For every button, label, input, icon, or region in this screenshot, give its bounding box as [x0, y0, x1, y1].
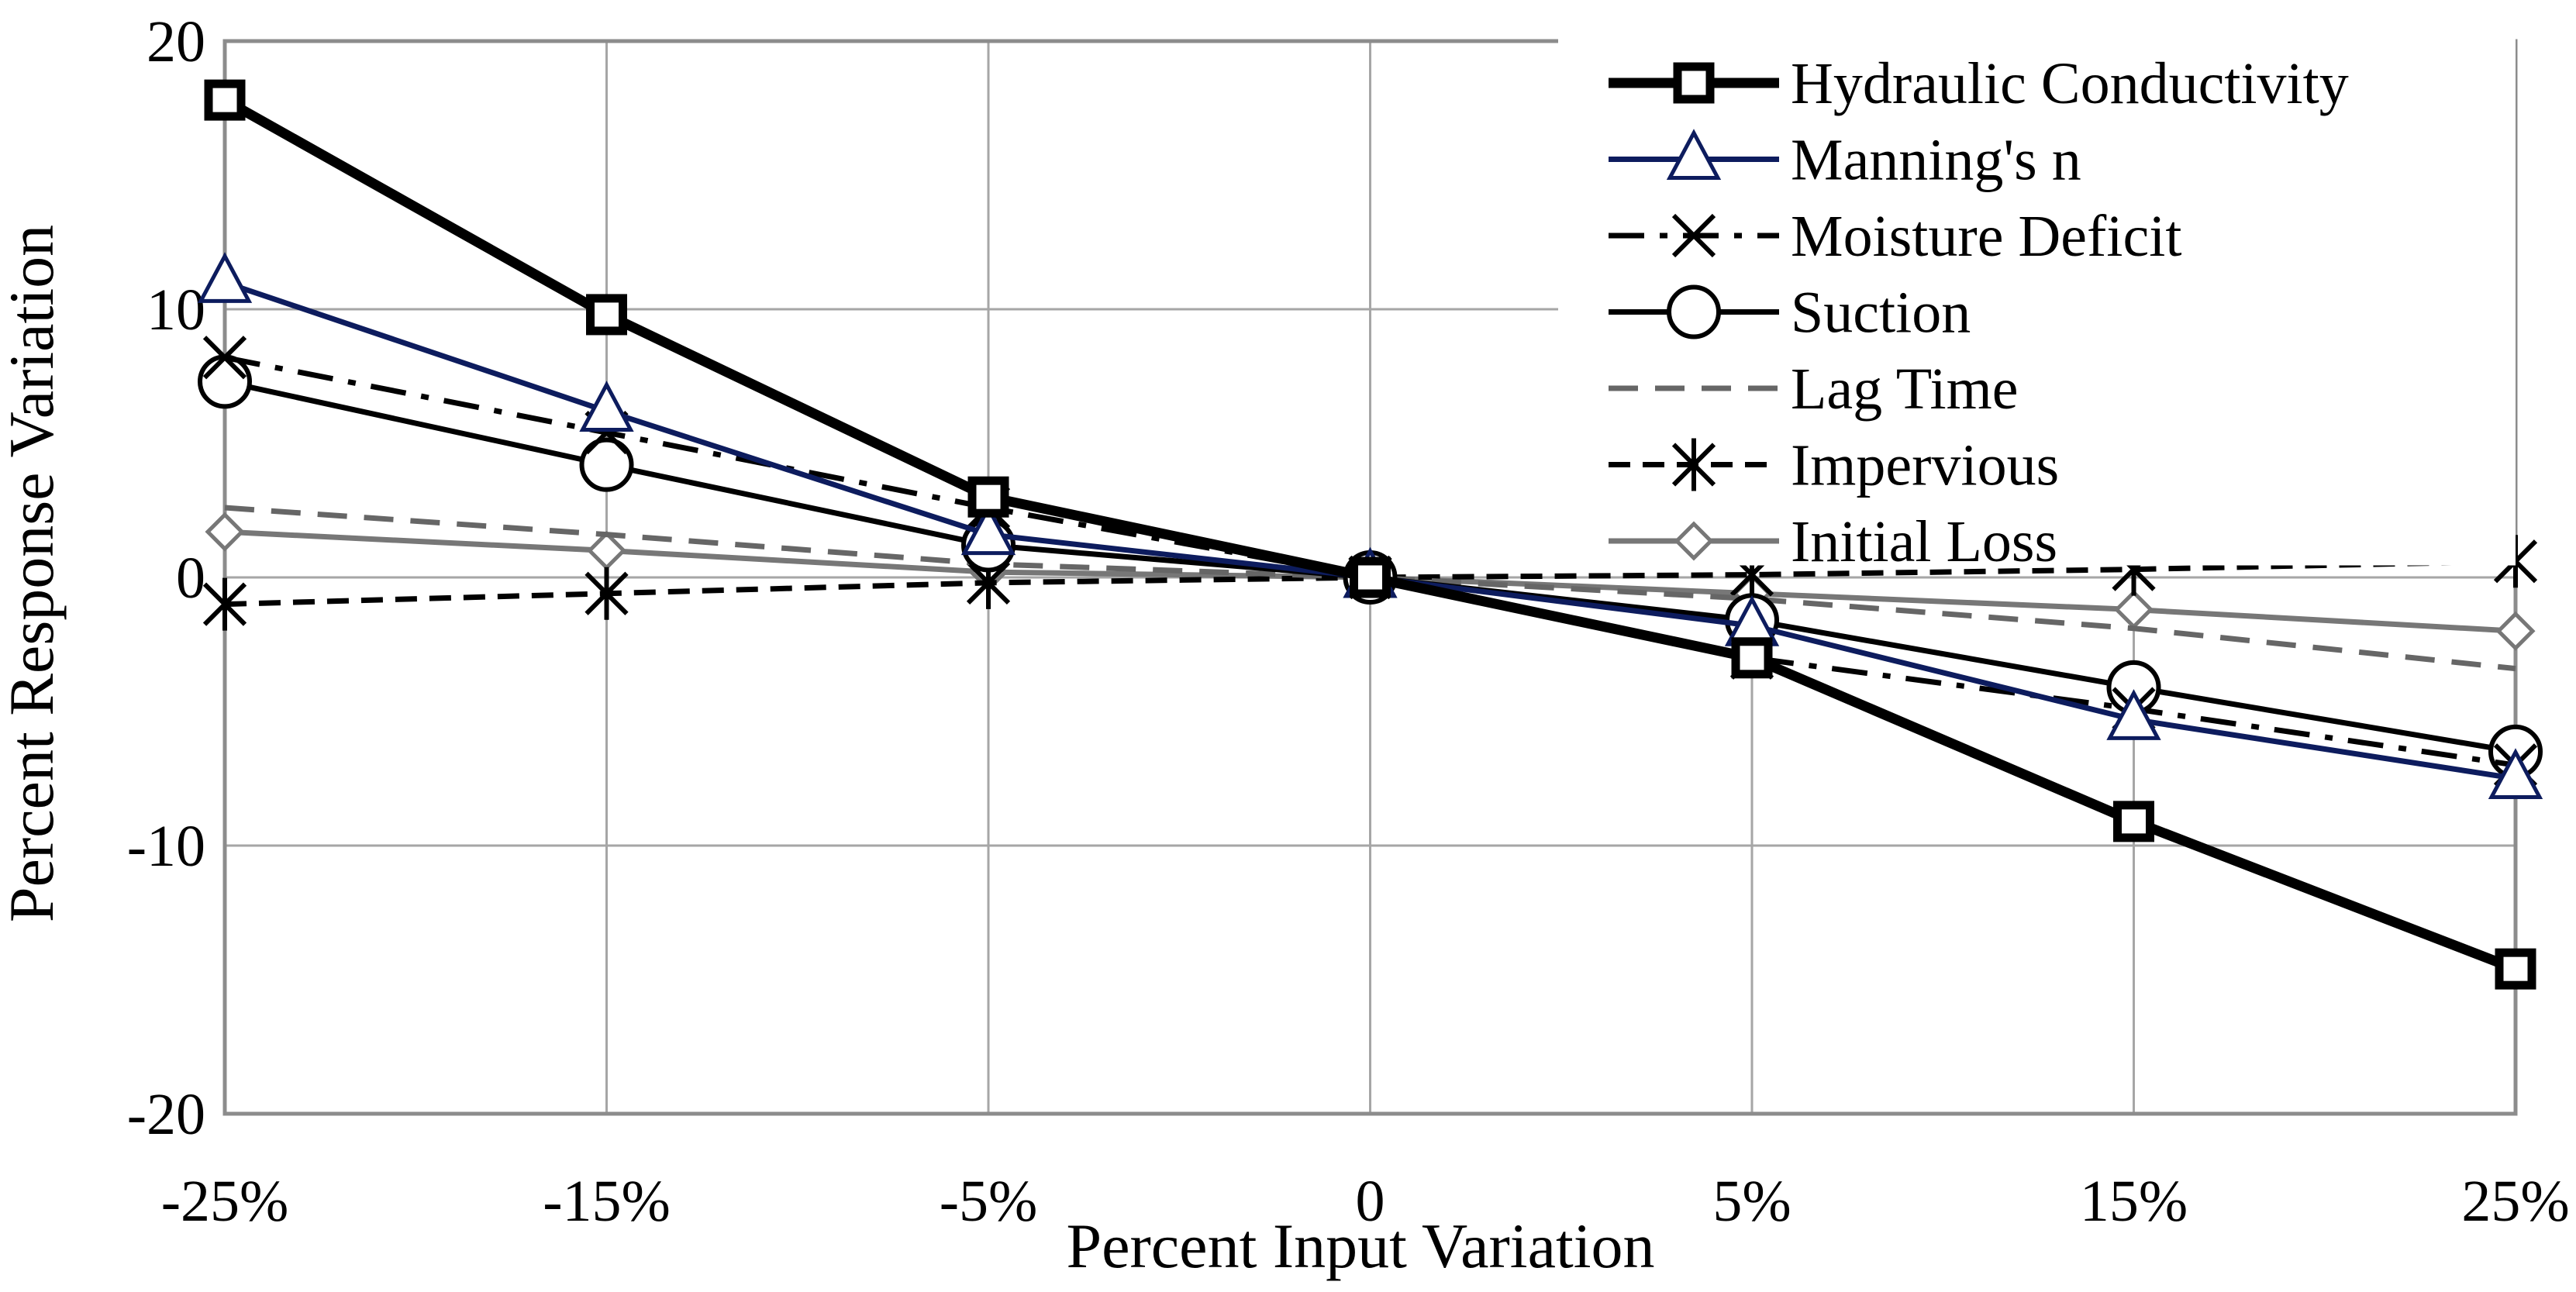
data-point-impervious: [202, 577, 247, 631]
diamond-marker-shape: [1674, 521, 1714, 561]
legend-item-impervious: Impervious: [1609, 433, 2059, 498]
legend-label: Moisture Deficit: [1791, 204, 2181, 269]
triangle-marker-shape: [197, 252, 253, 303]
x-marker-shape: [1671, 213, 1716, 258]
legend-marker: [1666, 129, 1722, 180]
legend-item-hydraulic-conductivity: Hydraulic Conductivity: [1609, 51, 2349, 116]
data-point-hydraulic-conductivity: [1731, 637, 1773, 679]
series-line-lag-time: [224, 505, 2516, 672]
data-point-initial-loss: [205, 512, 245, 552]
series-lag-time: [224, 505, 2516, 672]
y-tick-label: -10: [127, 814, 205, 879]
triangle-marker-shape: [2488, 748, 2543, 799]
data-point-moisture-deficit: [202, 336, 247, 380]
asterisk-marker-shape: [585, 567, 629, 620]
legend-label: Hydraulic Conductivity: [1791, 51, 2349, 116]
square-marker-shape: [1350, 556, 1391, 598]
legend-marker: [1674, 521, 1714, 561]
legend-label: Lag Time: [1791, 357, 2019, 422]
data-point-manning-s-n: [960, 504, 1016, 556]
legend-background: [1558, 27, 2516, 566]
legend-label: Suction: [1791, 281, 1971, 346]
x-tick-label: 0: [1356, 1169, 1385, 1234]
x-tick-label: -5%: [940, 1169, 1038, 1234]
square-marker-shape: [586, 294, 627, 336]
tick-labels: -20 -10 0 10 20 -25% -15% -5% 0 5% 15% 25%: [127, 9, 2570, 1234]
data-point-suction: [579, 437, 634, 492]
legend-marker: [1667, 284, 1721, 339]
square-marker-shape: [2113, 801, 2154, 842]
y-tick-label: 0: [176, 546, 205, 611]
diamond-marker-shape: [586, 530, 627, 570]
square-marker-shape: [967, 476, 1009, 518]
triangle-marker-shape: [1666, 129, 1722, 180]
legend-item-lag-time: Lag Time: [1609, 357, 2019, 422]
triangle-marker-shape: [960, 504, 1016, 556]
x-tick-label: 15%: [2080, 1169, 2188, 1234]
legend-item-suction: Suction: [1609, 281, 1971, 346]
x-tick-label: 25%: [2461, 1169, 2569, 1234]
data-point-manning-s-n: [2106, 689, 2161, 740]
circle-marker-shape: [579, 437, 634, 492]
legend-label: Impervious: [1791, 433, 2059, 498]
data-series: [197, 79, 2543, 990]
y-tick-label: -20: [127, 1082, 205, 1147]
x-tick-label: -15%: [543, 1169, 671, 1234]
data-point-hydraulic-conductivity: [2113, 801, 2154, 842]
legend-marker: [1671, 438, 1716, 491]
data-point-hydraulic-conductivity: [2495, 948, 2536, 990]
legend-item-initial-loss: Initial Loss: [1609, 509, 2057, 574]
data-point-initial-loss: [2113, 589, 2154, 630]
legend-item-moisture-deficit: Moisture Deficit: [1609, 204, 2181, 269]
y-axis-title: Percent Response Variation: [0, 225, 67, 922]
data-point-hydraulic-conductivity: [1350, 556, 1391, 598]
data-point-suction: [198, 354, 252, 409]
legend-item-manning-s-n: Manning's n: [1609, 128, 2081, 193]
data-point-manning-s-n: [579, 381, 634, 432]
data-point-hydraulic-conductivity: [586, 294, 627, 336]
data-point-manning-s-n: [2488, 748, 2543, 799]
square-marker-shape: [1673, 62, 1715, 104]
series-hydraulic-conductivity: [204, 79, 2536, 990]
circle-marker-shape: [1667, 284, 1721, 339]
triangle-marker-shape: [579, 381, 634, 432]
asterisk-marker-shape: [1671, 438, 1716, 491]
asterisk-marker-shape: [202, 577, 247, 631]
y-tick-label: 10: [147, 277, 205, 343]
data-point-initial-loss: [2495, 611, 2536, 651]
legend-label: Initial Loss: [1791, 509, 2057, 574]
circle-marker-shape: [198, 354, 252, 409]
legend: Hydraulic Conductivity Manning's n Moistur…: [1558, 27, 2516, 574]
legend-label: Manning's n: [1791, 128, 2081, 193]
legend-marker: [1671, 213, 1716, 258]
diamond-marker-shape: [205, 512, 245, 552]
triangle-marker-shape: [2106, 689, 2161, 740]
x-tick-label: -25%: [161, 1169, 289, 1234]
square-marker-shape: [204, 79, 246, 121]
data-point-hydraulic-conductivity: [967, 476, 1009, 518]
y-tick-label: 20: [147, 9, 205, 74]
diamond-marker-shape: [2495, 611, 2536, 651]
diamond-marker-shape: [2113, 589, 2154, 630]
x-marker-shape: [202, 336, 247, 380]
data-point-manning-s-n: [197, 252, 253, 303]
legend-marker: [1673, 62, 1715, 104]
data-point-initial-loss: [586, 530, 627, 570]
data-point-impervious: [585, 567, 629, 620]
data-point-hydraulic-conductivity: [204, 79, 246, 121]
square-marker-shape: [2495, 948, 2536, 990]
square-marker-shape: [1731, 637, 1773, 679]
x-axis-title: Percent Input Variation: [1066, 1211, 1654, 1281]
x-tick-label: 5%: [1712, 1169, 1791, 1234]
